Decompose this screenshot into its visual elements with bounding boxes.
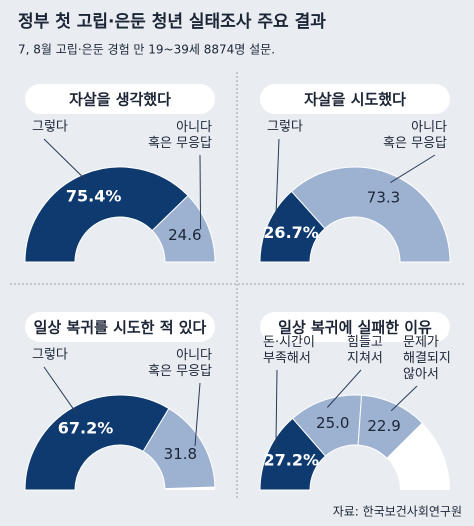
title-pill (260, 84, 450, 114)
value-label: 31.8 (164, 445, 197, 463)
value-label: 73.3 (367, 189, 400, 207)
segment (24, 394, 170, 491)
value-label: 75.4% (66, 187, 122, 206)
segment (357, 394, 424, 459)
category-label: 문제가 해결되지 않아서 (403, 335, 451, 382)
chart-title: 자살을 생각했다 (69, 91, 171, 109)
category-label: 그렇다 (32, 348, 68, 363)
value-label: 26.7% (263, 223, 319, 242)
value-label: 67.2% (58, 419, 114, 438)
category-label: 아니다 혹은 무응답 (383, 120, 447, 151)
leader-line (275, 138, 280, 227)
leader-line (194, 382, 201, 446)
segment (142, 407, 216, 490)
leader-line (43, 138, 88, 182)
category-label: 돈·시간이 부족해서 (263, 335, 315, 366)
chart-title: 일상 복귀에 실패한 이유 (278, 319, 432, 337)
chart-title: 일상 복귀를 시도한 적 있다 (34, 319, 207, 337)
category-label: 그렇다 (32, 120, 68, 135)
category-label: 아니다 혹은 무응답 (148, 120, 212, 151)
value-label: 24.6 (168, 226, 201, 244)
value-label: 27.2% (264, 450, 320, 469)
subtitle: 7, 8월 고립·은둔 경험 만 19~39세 8874명 설문. (18, 43, 275, 57)
category-label: 아니다 혹은 무응답 (148, 348, 212, 379)
title-pill (260, 312, 450, 342)
leader-line (199, 154, 202, 230)
leader-line (275, 369, 278, 454)
category-label: 그렇다 (267, 120, 303, 135)
chart-title: 자살을 시도했다 (304, 91, 406, 109)
leader-line (390, 385, 418, 412)
leader-line (43, 366, 78, 415)
leader-line (390, 154, 436, 183)
value-label: 25.0 (316, 414, 349, 432)
category-label: 힘들고 지쳐서 (347, 335, 383, 366)
leader-line (326, 369, 362, 408)
page-title: 정부 첫 고립·은둔 청년 실태조사 주요 결과 (18, 11, 326, 32)
title-pill (25, 312, 215, 342)
segment (24, 166, 189, 263)
source: 자료: 한국보건사회연구원 (333, 505, 462, 519)
segment (290, 166, 451, 263)
value-label: 22.9 (367, 417, 400, 435)
title-pill (25, 84, 215, 114)
